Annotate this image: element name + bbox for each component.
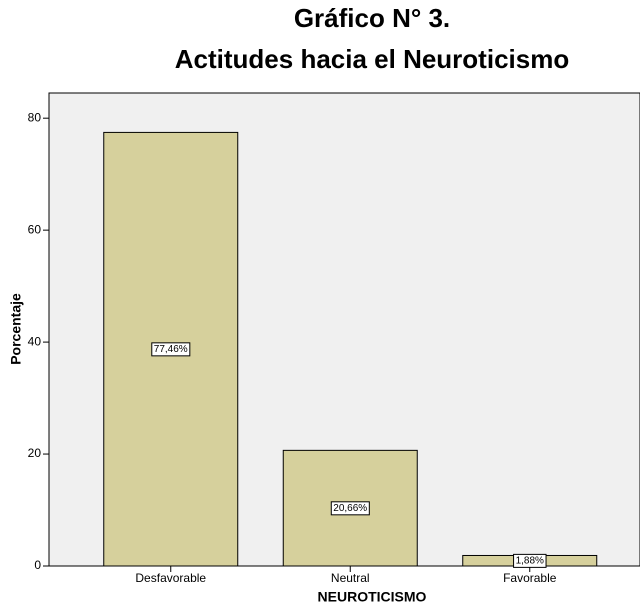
x-tick-label: Desfavorable <box>135 571 206 585</box>
value-label: 20,66% <box>333 503 367 514</box>
chart-title: Gráfico N° 3. <box>294 3 450 33</box>
value-label: 77,46% <box>154 344 188 355</box>
y-tick-label: 60 <box>28 222 42 236</box>
y-tick-label: 80 <box>28 110 42 124</box>
y-axis-label: Porcentaje <box>8 293 24 365</box>
value-label-box <box>330 501 370 516</box>
x-tick-label: Neutral <box>331 571 370 585</box>
x-axis-label: NEUROTICISMO <box>318 589 427 605</box>
y-tick-label: 0 <box>34 558 41 572</box>
y-tick-label: 20 <box>28 446 42 460</box>
y-tick-label: 40 <box>28 334 42 348</box>
value-label-box <box>151 342 191 357</box>
x-tick-label: Favorable <box>503 571 557 585</box>
value-label: 1,88% <box>516 555 544 566</box>
value-label-box <box>513 553 547 568</box>
chart-title: Actitudes hacia el Neuroticismo <box>175 44 569 74</box>
